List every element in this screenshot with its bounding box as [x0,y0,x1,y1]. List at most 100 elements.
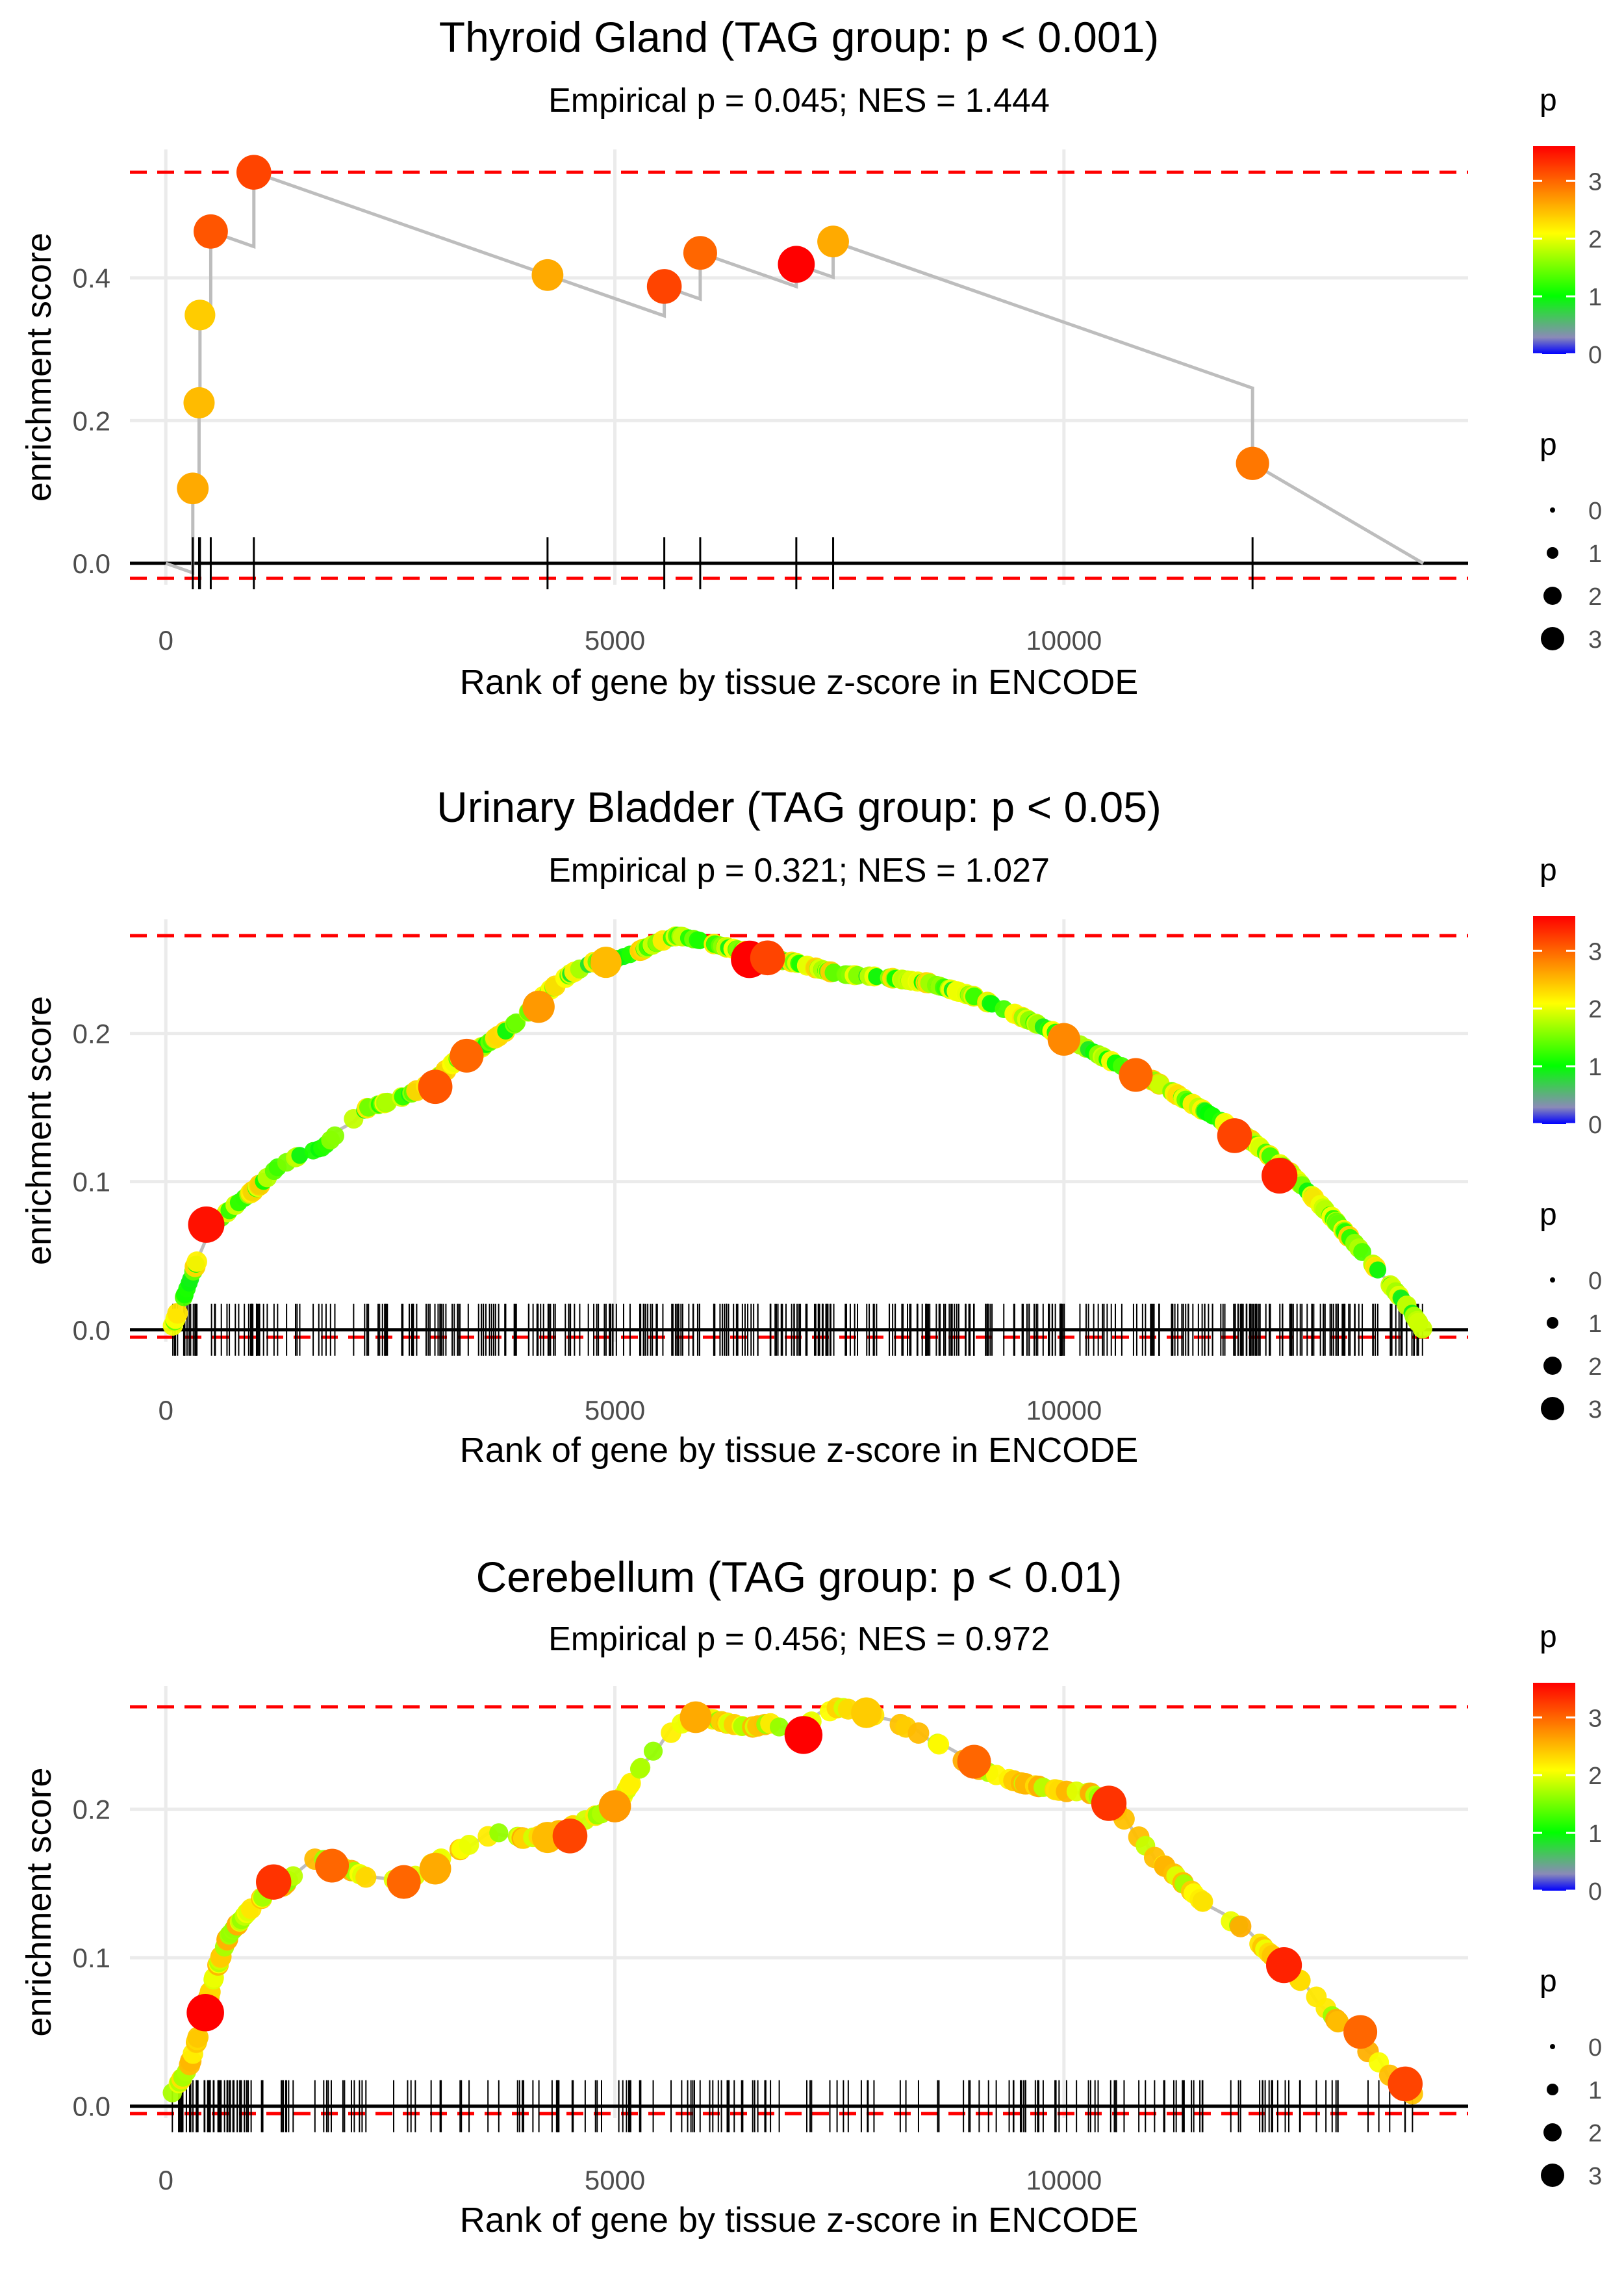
color-legend-title: p [1540,1620,1557,1654]
size-legend-label: 0 [1588,498,1602,525]
highlight-point [1047,1023,1081,1056]
data-point [643,1741,663,1761]
highlight-point [186,1993,224,2032]
size-legend-dot [1550,1277,1555,1283]
size-legend-dot [1541,2164,1564,2187]
size-legend-dot [1543,1357,1562,1375]
data-point [236,155,272,190]
y-tick-label: 0.0 [73,1315,110,1346]
highlight-point [1091,1785,1127,1821]
highlight-point [1217,1118,1252,1153]
size-legend-label: 3 [1588,626,1602,654]
data-point [620,1772,641,1794]
size-legend-title: p [1540,1197,1557,1232]
chart-subtitle: Empirical p = 0.321; NES = 1.027 [548,852,1050,889]
chart-title: Urinary Bladder (TAG group: p < 0.05) [437,783,1161,831]
size-legend-label: 0 [1588,2034,1602,2062]
data-point [325,1126,344,1145]
data-point [683,236,717,270]
data-point [1236,446,1269,480]
size-legend-label: 0 [1588,1268,1602,1295]
color-legend-label: 1 [1588,1054,1602,1081]
highlight-point [1265,1947,1302,1984]
data-point [1230,1915,1252,1937]
size-legend-dot [1543,2123,1562,2141]
x-axis-label: Rank of gene by tissue z-score in ENCODE [460,2201,1138,2240]
color-legend-title: p [1540,853,1557,888]
highlight-point [522,990,555,1023]
highlight-point [750,940,785,976]
size-legend-label: 2 [1588,2120,1602,2147]
highlight-point [590,947,622,978]
panel-3: Cerebellum (TAG group: p < 0.01) Empirica… [19,1553,1602,2240]
highlight-point [679,1701,712,1733]
color-legend-label: 3 [1588,1705,1602,1732]
chart-subtitle: Empirical p = 0.456; NES = 0.972 [548,1620,1050,1658]
data-point [1353,1243,1371,1261]
data-point [769,1717,789,1737]
chart-title: Cerebellum (TAG group: p < 0.01) [476,1553,1123,1601]
x-tick-label: 5000 [585,2165,645,2195]
size-legend-dot [1541,627,1564,650]
color-legend-title: p [1540,83,1557,118]
size-legend-dot [1550,2044,1555,2049]
x-tick-label: 0 [159,1395,173,1425]
color-bar [1533,916,1575,1124]
color-legend-label: 2 [1588,226,1602,253]
data-point [1327,2011,1349,2033]
data-point [1192,1891,1213,1912]
y-axis-label: enrichment score [19,1767,58,2036]
size-legend-label: 2 [1588,583,1602,611]
data-point [183,387,215,418]
highlight-point [598,1790,631,1822]
data-point [194,214,228,249]
data-point [817,225,849,258]
highlight-point [256,1864,292,1900]
y-tick-label: 0.0 [73,2091,110,2122]
data-point [631,1757,651,1778]
x-tick-label: 10000 [1026,625,1102,656]
size-legend-dot [1550,507,1555,513]
highlight-point [450,1038,484,1073]
data-point [355,1867,377,1888]
y-tick-label: 0.4 [73,263,110,294]
color-legend-label: 2 [1588,996,1602,1023]
x-axis-label: Rank of gene by tissue z-score in ENCODE [460,663,1138,702]
y-tick-label: 0.1 [73,1167,110,1197]
data-point [646,269,682,304]
highlight-point [188,1206,225,1243]
data-point [186,1251,207,1272]
enrichment-curve [165,170,1425,576]
data-point [507,1013,526,1032]
chart-title: Thyroid Gland (TAG group: p < 0.001) [439,13,1160,61]
data-point [1369,1261,1387,1279]
color-legend-label: 3 [1588,168,1602,196]
color-legend-label: 0 [1588,1878,1602,1906]
size-legend-label: 3 [1588,2163,1602,2190]
x-tick-label: 10000 [1026,2165,1102,2195]
y-tick-label: 0.2 [73,405,110,436]
x-tick-label: 0 [159,625,173,656]
highlight-point [851,1697,882,1728]
size-legend-label: 3 [1588,1396,1602,1424]
color-legend-label: 2 [1588,1763,1602,1790]
enrichment-curve [171,1705,1413,2093]
size-legend-label: 1 [1588,541,1602,568]
panel-1: Thyroid Gland (TAG group: p < 0.001) Empi… [19,13,1602,702]
highlight-point [1262,1157,1298,1194]
color-legend-label: 0 [1588,342,1602,369]
x-tick-label: 0 [159,2165,173,2195]
y-tick-label: 0.2 [73,1019,110,1049]
data-point [459,1835,479,1855]
size-legend-label: 1 [1588,2077,1602,2104]
y-axis-label: enrichment score [19,996,58,1265]
color-legend-label: 1 [1588,284,1602,311]
data-point [1412,1319,1432,1339]
color-legend-label: 3 [1588,938,1602,965]
color-legend-label: 0 [1588,1112,1602,1139]
data-point [778,246,815,283]
size-legend-dot [1541,1397,1564,1420]
x-axis-label: Rank of gene by tissue z-score in ENCODE [460,1431,1138,1470]
data-point [907,1722,930,1744]
